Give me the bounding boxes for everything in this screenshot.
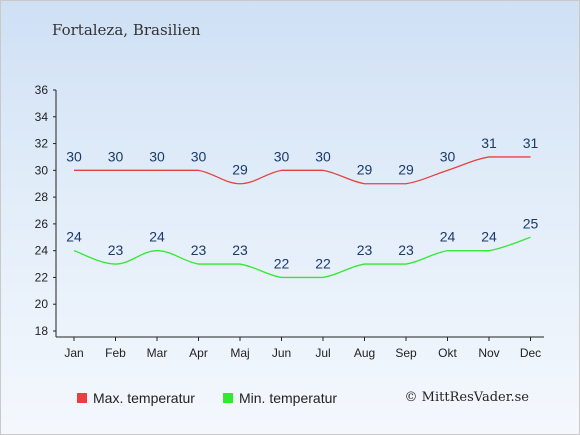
data-label-max: 30	[149, 148, 165, 164]
data-label-min: 23	[357, 242, 373, 258]
legend-swatch-max	[77, 393, 87, 403]
y-tick-label: 36	[35, 83, 49, 97]
x-tick-label: Mar	[147, 346, 168, 360]
x-tick-label: Aug	[354, 346, 375, 360]
x-tick-label: Apr	[189, 346, 208, 360]
y-tick-label: 24	[35, 244, 49, 258]
x-tick-label: Jun	[272, 346, 291, 360]
series-line-min	[73, 236, 531, 279]
x-tick-label: Dec	[520, 346, 541, 360]
x-tick-label: Maj	[230, 346, 249, 360]
y-tick-label: 26	[35, 217, 49, 231]
data-label-max: 30	[66, 148, 82, 164]
data-label-max: 30	[315, 148, 331, 164]
data-label-min: 24	[66, 229, 82, 245]
data-label-max: 29	[398, 162, 414, 178]
x-tick-label: Nov	[478, 346, 499, 360]
x-tick-label: Feb	[105, 346, 126, 360]
legend-swatch-min	[223, 393, 233, 403]
chart-axes: 18 20 22 24 26 28 30 32 34 36 Jan Feb Mar Apr Maj Jun Ju…	[35, 83, 544, 360]
data-label-min: 23	[232, 242, 248, 258]
data-label-max: 29	[357, 162, 373, 178]
data-label-min: 23	[398, 242, 414, 258]
data-label-max: 30	[440, 148, 456, 164]
data-label-max: 30	[191, 148, 207, 164]
data-label-max: 31	[481, 135, 497, 151]
data-label-min: 22	[274, 255, 290, 271]
y-tick-label: 18	[35, 324, 49, 338]
y-tick-label: 20	[35, 297, 49, 311]
x-tick-label: Okt	[438, 346, 457, 360]
chart-title: Fortaleza, Brasilien	[52, 21, 201, 39]
y-tick-label: 22	[35, 270, 49, 284]
legend-label-max: Max. temperatur	[93, 390, 195, 406]
x-tick-label: Jul	[315, 346, 330, 360]
legend-item-max: Max. temperatur	[77, 390, 195, 406]
data-label-min: 24	[149, 229, 165, 245]
series-line-max	[74, 156, 531, 185]
y-tick-label: 32	[35, 137, 49, 151]
data-label-max: 29	[232, 162, 248, 178]
data-label-max: 30	[274, 148, 290, 164]
data-label-min: 23	[191, 242, 207, 258]
x-tick-label: Sep	[395, 346, 417, 360]
copyright-text: © MittResVader.se	[404, 390, 529, 405]
data-label-min: 24	[440, 229, 456, 245]
x-tick-label: Jan	[64, 346, 83, 360]
data-labels: 30 30 30 30 29 30 30 29 29 30 31 31 24 23 24 23 23 22 22 23…	[66, 135, 538, 272]
chart-lines	[73, 156, 531, 279]
legend-item-min: Min. temperatur	[223, 390, 337, 406]
y-tick-label: 34	[35, 110, 49, 124]
data-label-min: 23	[108, 242, 124, 258]
data-label-max: 30	[108, 148, 124, 164]
legend-label-min: Min. temperatur	[239, 390, 338, 406]
data-label-min: 24	[481, 229, 497, 245]
data-label-min: 25	[523, 215, 539, 231]
y-tick-label: 28	[35, 190, 49, 204]
data-label-max: 31	[523, 135, 539, 151]
y-tick-label: 30	[35, 163, 49, 177]
data-label-min: 22	[315, 255, 331, 271]
